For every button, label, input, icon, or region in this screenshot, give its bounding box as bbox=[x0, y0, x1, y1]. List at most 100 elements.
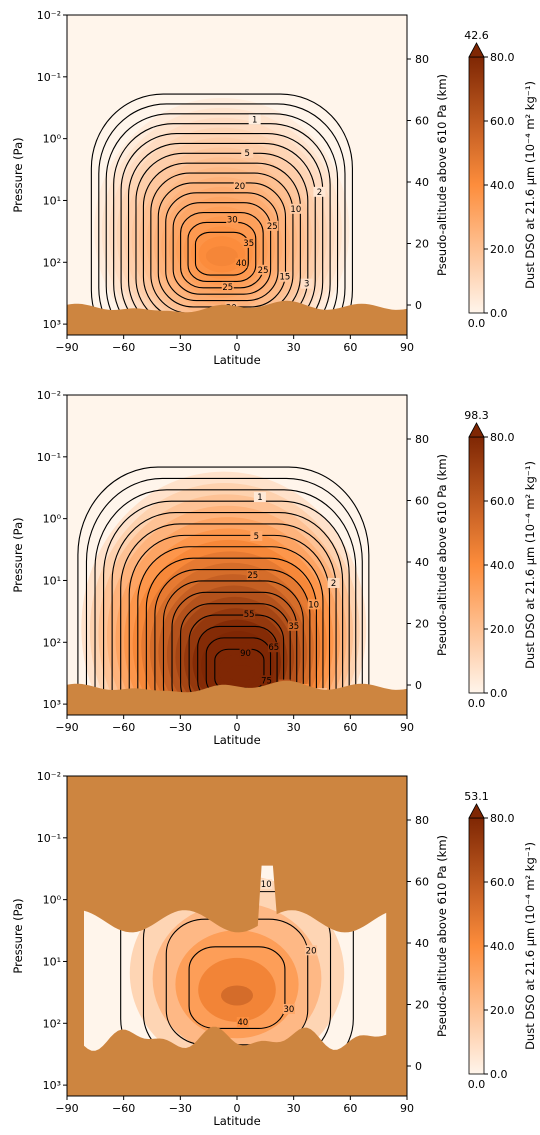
contour-label-bg bbox=[260, 879, 273, 890]
colorbar-extend-arrow bbox=[468, 42, 485, 58]
y2-axis-label: Pseudo-altitude above 610 Pa (km) bbox=[435, 835, 449, 1037]
y-tick-label: 10¹ bbox=[43, 955, 61, 968]
contour-label-bg bbox=[221, 281, 234, 292]
x-tick-label: 0 bbox=[234, 1102, 241, 1115]
x-axis: −90 −60 −30 0 30 60 90 Latitude bbox=[55, 1096, 414, 1128]
contour-label: 5 bbox=[254, 532, 259, 542]
contour-label-bg bbox=[226, 214, 239, 225]
contour-label-bg bbox=[250, 531, 263, 542]
panel-top: 1234510152020252525303540−90−60−30030609… bbox=[11, 9, 537, 367]
contour-line bbox=[172, 202, 272, 295]
x-tick-label: −60 bbox=[112, 721, 135, 734]
contour-label-bg bbox=[260, 675, 273, 686]
contour-label-bg bbox=[287, 620, 300, 631]
contour-label: 25 bbox=[247, 571, 258, 581]
y2-tick-label: 40 bbox=[415, 937, 429, 950]
colorbar-label: Dust DSO at 21.6 μm (10⁻⁴ m² kg⁻¹) bbox=[523, 842, 537, 1050]
contour-label-bg bbox=[300, 278, 313, 289]
contour-label: 10 bbox=[290, 205, 301, 215]
y2-tick-label: 60 bbox=[415, 115, 429, 128]
colorbar-tick-label: 80.0 bbox=[490, 51, 515, 64]
contour-label: 25 bbox=[258, 266, 269, 276]
x-tick-label: −90 bbox=[55, 721, 78, 734]
x-tick-label: 90 bbox=[400, 721, 414, 734]
contour-label: 1 bbox=[257, 493, 262, 503]
x-tick-label: −30 bbox=[169, 341, 192, 354]
contour-line bbox=[194, 231, 249, 276]
contour-label-bg bbox=[278, 271, 291, 282]
contour-label: 75 bbox=[261, 676, 272, 686]
contour-label-bg bbox=[239, 648, 252, 659]
contour-label-bg bbox=[313, 186, 326, 197]
plot-area: 1234510152020252525303540 bbox=[67, 15, 407, 335]
contour-line bbox=[154, 568, 311, 715]
y-axis: 10⁻² 10⁻¹ 10⁰ 10¹ 10² 10³ Pressure (Pa) bbox=[11, 9, 67, 331]
colorbar-tick-label: 60.0 bbox=[490, 495, 515, 508]
contour-line bbox=[98, 103, 346, 335]
contour-line bbox=[77, 466, 370, 715]
contour-label-bg bbox=[253, 492, 266, 503]
contour-label: 3 bbox=[304, 280, 309, 290]
contour-label-bg bbox=[327, 577, 340, 588]
y2-tick-label: 80 bbox=[415, 814, 429, 827]
y-tick-label: 10³ bbox=[43, 318, 61, 331]
y2-tick-label: 0 bbox=[415, 679, 422, 692]
y-tick-label: 10⁰ bbox=[43, 894, 62, 907]
contour-label: 10 bbox=[261, 880, 272, 890]
contour-line bbox=[162, 580, 304, 715]
y2-axis-label: Pseudo-altitude above 610 Pa (km) bbox=[435, 74, 449, 276]
x-tick-label: 60 bbox=[343, 721, 357, 734]
contour-label: 1 bbox=[252, 115, 257, 125]
contour-labels: 1234510152020252525303540 bbox=[221, 114, 326, 334]
y-tick-label: 10⁻² bbox=[37, 9, 61, 22]
colorbar-max-label: 42.6 bbox=[464, 29, 489, 42]
y2-tick-label: 20 bbox=[415, 618, 429, 631]
y2-tick-label: 0 bbox=[415, 299, 422, 312]
y-axis: 10⁻² 10⁻¹ 10⁰ 10¹ 10² 10³ Pressure (Pa) bbox=[11, 770, 67, 1092]
contour-label: 20 bbox=[306, 946, 317, 956]
colorbar-tick-label: 60.0 bbox=[490, 115, 515, 128]
contour-label: 90 bbox=[240, 649, 251, 659]
y2-tick-label: 0 bbox=[415, 1060, 422, 1073]
colorbar-tick-label: 20.0 bbox=[490, 243, 515, 256]
x-tick-label: 60 bbox=[343, 341, 357, 354]
colorbar-tick-label: 40.0 bbox=[490, 940, 515, 953]
y2-tick-label: 80 bbox=[415, 53, 429, 66]
contour-label: 65 bbox=[268, 643, 279, 653]
contour-label: 25 bbox=[267, 222, 278, 232]
x-tick-label: −90 bbox=[55, 341, 78, 354]
contour-label-bg bbox=[236, 1016, 249, 1027]
contour-line bbox=[111, 512, 344, 715]
y-tick-label: 10² bbox=[43, 256, 61, 269]
contour-line bbox=[128, 534, 331, 715]
x-tick-label: 30 bbox=[287, 341, 301, 354]
contour-label-bg bbox=[282, 1003, 295, 1014]
contour-label: 35 bbox=[243, 239, 254, 249]
x-tick-label: 30 bbox=[287, 721, 301, 734]
colorbar-label: Dust DSO at 21.6 μm (10⁻⁴ m² kg⁻¹) bbox=[523, 81, 537, 289]
contour-line bbox=[137, 546, 324, 715]
colorbar-min-label: 0.0 bbox=[468, 317, 486, 330]
contour-label: 2 bbox=[331, 579, 336, 589]
y-tick-label: 10⁻¹ bbox=[37, 832, 61, 845]
contour-line bbox=[105, 113, 339, 335]
y-axis-label: Pressure (Pa) bbox=[11, 137, 25, 212]
colorbar-extend-arrow bbox=[468, 422, 485, 438]
contour-label-bg bbox=[305, 945, 318, 956]
x-tick-label: 60 bbox=[343, 1102, 357, 1115]
y-tick-label: 10³ bbox=[43, 698, 61, 711]
y2-tick-label: 20 bbox=[415, 238, 429, 251]
y-tick-label: 10³ bbox=[43, 1079, 61, 1092]
x-tick-label: −60 bbox=[112, 1102, 135, 1115]
colorbar-tick-label: 0.0 bbox=[490, 687, 508, 700]
y-tick-label: 10⁰ bbox=[43, 513, 62, 526]
x-tick-label: 90 bbox=[400, 341, 414, 354]
contour-line bbox=[113, 123, 331, 335]
contour-line bbox=[171, 591, 298, 715]
contour-label: 40 bbox=[236, 259, 247, 269]
contour-label: 55 bbox=[244, 610, 255, 620]
colorbar: 53.1 0.0 0.0 20.0 40.0 60.0 80.0 Dust DSO at 21… bbox=[464, 790, 537, 1091]
y2-tick-label: 60 bbox=[415, 495, 429, 508]
colorbar-min-label: 0.0 bbox=[468, 697, 486, 710]
